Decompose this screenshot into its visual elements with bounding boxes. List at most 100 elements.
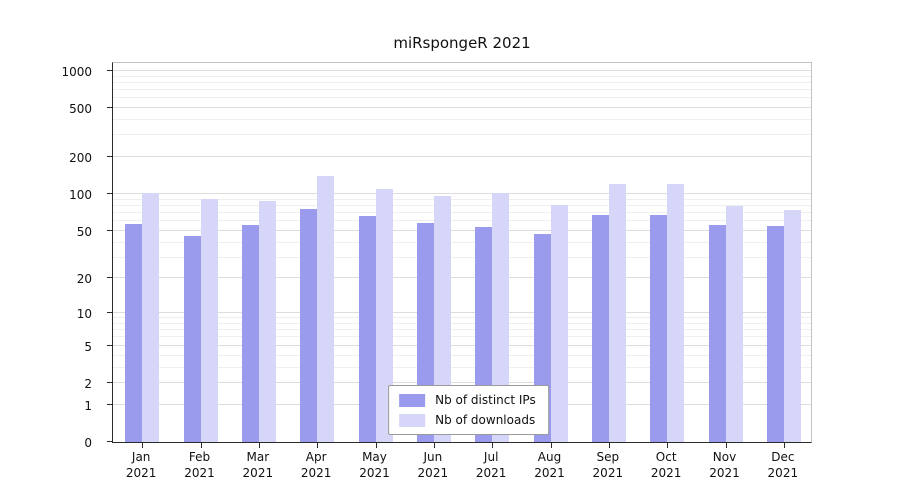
gridline bbox=[113, 119, 811, 121]
bar bbox=[650, 215, 668, 442]
bar bbox=[142, 192, 160, 442]
bar bbox=[550, 204, 568, 442]
legend-label-distinct-ips: Nb of distinct IPs bbox=[435, 393, 536, 407]
legend: Nb of distinct IPs Nb of downloads bbox=[388, 385, 549, 435]
bar bbox=[200, 198, 218, 442]
bar bbox=[375, 188, 393, 442]
x-tick-label: Jun 2021 bbox=[417, 450, 449, 480]
y-tick-label: 50 bbox=[76, 224, 92, 239]
x-tick-mark bbox=[725, 443, 727, 448]
bar bbox=[783, 210, 801, 442]
gridline bbox=[113, 97, 811, 99]
x-tick-mark bbox=[550, 443, 552, 448]
x-tick-mark bbox=[375, 443, 377, 448]
bar bbox=[725, 205, 743, 442]
bars bbox=[113, 63, 811, 442]
gridline bbox=[113, 198, 811, 200]
y-tick-label: 1000 bbox=[61, 64, 92, 79]
x-tick-mark bbox=[200, 443, 202, 448]
gridline bbox=[113, 156, 811, 158]
bar bbox=[708, 224, 726, 442]
gridline bbox=[113, 366, 811, 368]
y-tick-mark bbox=[107, 344, 112, 346]
bar bbox=[183, 236, 201, 442]
gridline bbox=[113, 107, 811, 109]
x-axis-labels: Jan 2021 Feb 2021 Mar 2021 Apr 2021 May 2021… bbox=[112, 449, 812, 491]
x-tick-label: Mar 2021 bbox=[242, 450, 274, 480]
gridline bbox=[113, 322, 811, 324]
x-tick-mark bbox=[667, 443, 669, 448]
bar bbox=[433, 196, 451, 442]
legend-swatch-distinct-ips bbox=[399, 393, 426, 407]
y-tick-mark bbox=[107, 107, 112, 109]
y-tick-mark bbox=[107, 229, 112, 231]
y-tick-label: 200 bbox=[69, 151, 92, 166]
gridline bbox=[113, 329, 811, 331]
gridline bbox=[113, 277, 811, 279]
y-tick-mark bbox=[107, 312, 112, 314]
chart-title: miRspongeR 2021 bbox=[393, 34, 531, 52]
y-tick-mark bbox=[107, 441, 112, 442]
x-tick-label: Jul 2021 bbox=[475, 450, 507, 480]
gridline bbox=[113, 336, 811, 338]
gridline bbox=[113, 204, 811, 206]
bar bbox=[317, 176, 335, 442]
bar bbox=[492, 193, 510, 442]
gridline bbox=[113, 317, 811, 319]
x-tick-label: Nov 2021 bbox=[709, 450, 740, 480]
bar bbox=[591, 215, 609, 442]
gridline bbox=[113, 256, 811, 258]
gridline bbox=[113, 193, 811, 195]
bar bbox=[300, 209, 318, 442]
y-tick-label: 1 bbox=[84, 398, 92, 413]
y-tick-label: 10 bbox=[76, 307, 92, 322]
legend-item-downloads: Nb of downloads bbox=[399, 413, 536, 427]
gridline bbox=[113, 81, 811, 83]
legend-item-distinct-ips: Nb of distinct IPs bbox=[399, 393, 536, 407]
gridline bbox=[113, 75, 811, 77]
y-tick-mark bbox=[107, 382, 112, 383]
y-tick-label: 2 bbox=[84, 377, 92, 391]
plot-area: Nb of distinct IPs Nb of downloads bbox=[107, 62, 812, 448]
bar bbox=[608, 183, 626, 442]
gridline bbox=[113, 89, 811, 91]
x-tick-label: Dec 2021 bbox=[767, 450, 799, 480]
gridline bbox=[113, 212, 811, 214]
gridline bbox=[113, 134, 811, 136]
x-tick-label: May 2021 bbox=[359, 450, 390, 480]
bar bbox=[258, 200, 276, 442]
gridline bbox=[113, 220, 811, 222]
x-tick-mark bbox=[258, 443, 260, 448]
x-tick-label: Feb 2021 bbox=[184, 450, 215, 480]
y-axis-labels: 0 1 2 5 10 20 50 100 200 500 1000 bbox=[0, 62, 102, 450]
x-tick-mark bbox=[433, 443, 435, 448]
bar bbox=[125, 223, 143, 442]
legend-swatch-downloads bbox=[399, 413, 426, 427]
y-tick-label: 0 bbox=[84, 436, 92, 450]
y-tick-label: 20 bbox=[76, 272, 92, 287]
x-tick-mark bbox=[317, 443, 319, 448]
gridline bbox=[113, 344, 811, 346]
y-tick-label: 100 bbox=[69, 188, 92, 203]
gridline bbox=[113, 241, 811, 243]
gridline bbox=[113, 229, 811, 231]
y-tick-label: 500 bbox=[69, 102, 92, 117]
x-tick-label: Oct 2021 bbox=[650, 450, 682, 480]
x-tick-label: Apr 2021 bbox=[300, 450, 332, 480]
bar bbox=[766, 225, 784, 442]
gridline bbox=[113, 382, 811, 383]
y-tick-mark bbox=[107, 403, 112, 405]
bar bbox=[241, 224, 259, 442]
y-tick-mark bbox=[107, 277, 112, 279]
x-tick-mark bbox=[608, 443, 610, 448]
bar bbox=[358, 216, 376, 442]
gridline bbox=[113, 69, 811, 71]
y-tick-mark bbox=[107, 156, 112, 158]
x-tick-label: Sep 2021 bbox=[592, 450, 624, 480]
x-tick-mark bbox=[783, 443, 785, 448]
legend-label-downloads: Nb of downloads bbox=[435, 413, 536, 427]
y-tick-mark bbox=[107, 193, 112, 195]
bar bbox=[667, 184, 685, 442]
y-tick-label: 5 bbox=[84, 339, 92, 354]
